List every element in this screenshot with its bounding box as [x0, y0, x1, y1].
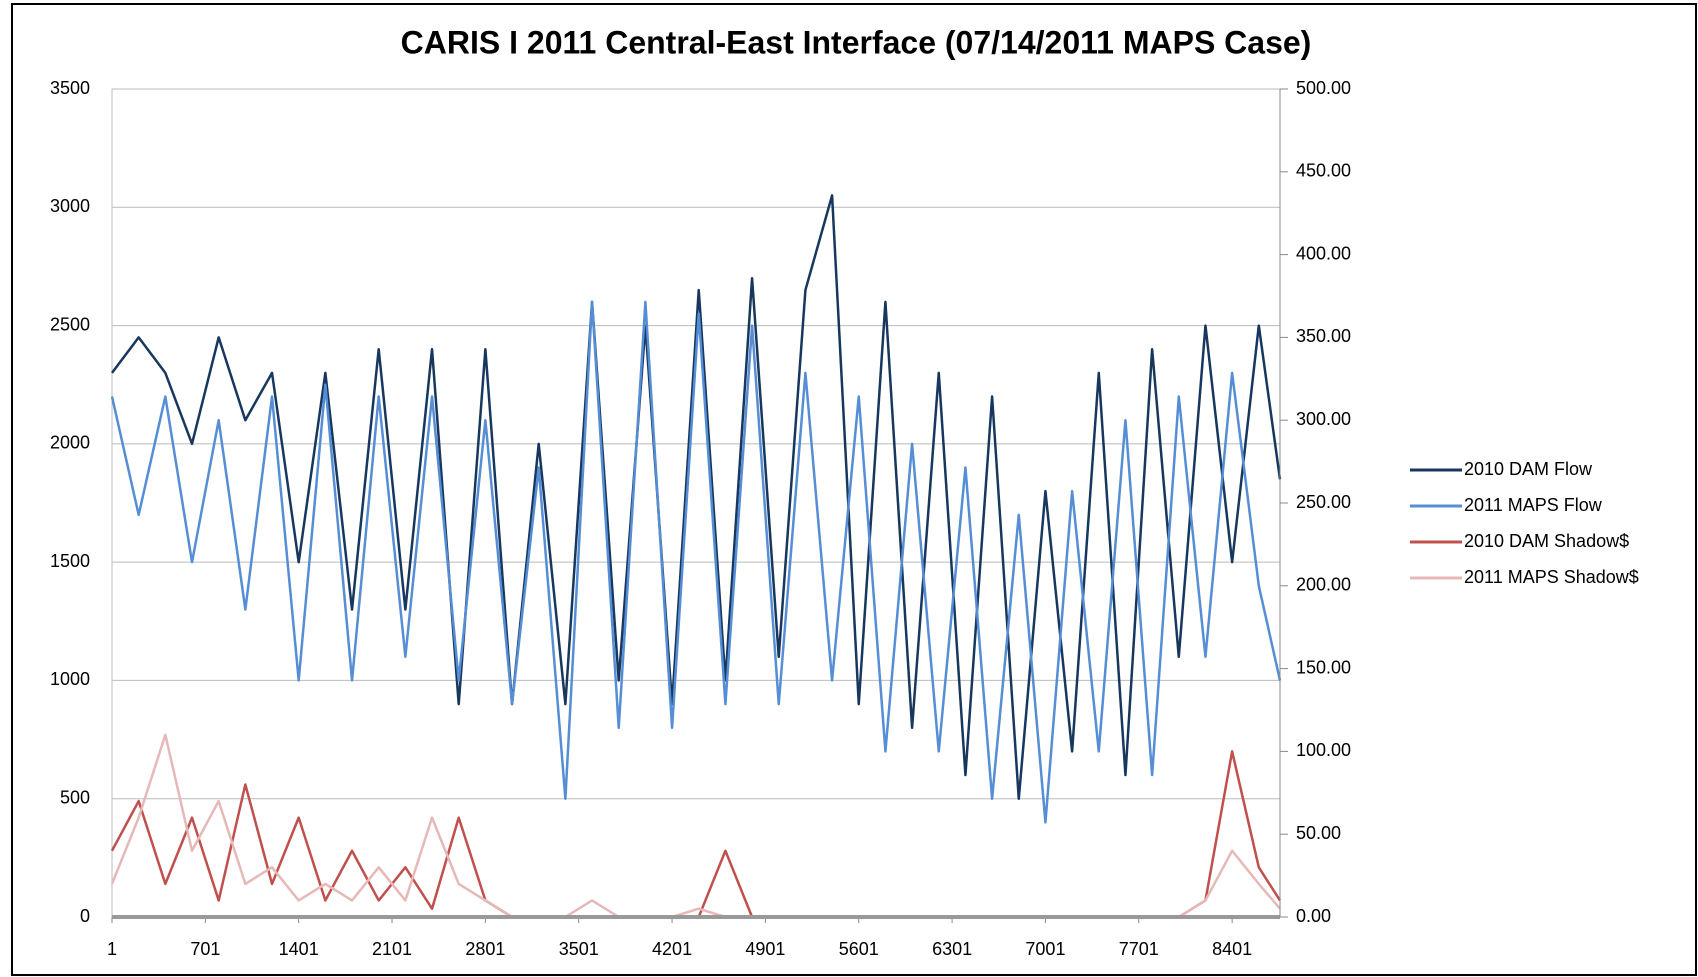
series-line [110, 300, 1282, 824]
x-tick-label: 6301 [932, 939, 972, 959]
y-tick-label: 3500 [50, 78, 90, 98]
y2-tick-label: 150.00 [1296, 657, 1351, 677]
x-tick-label: 1401 [279, 939, 319, 959]
y2-tick-label: 100.00 [1296, 740, 1351, 760]
y2-tick-label: 450.00 [1296, 161, 1351, 181]
x-tick-label: 5601 [839, 939, 879, 959]
y2-tick-label: 400.00 [1296, 243, 1351, 263]
x-tick-label: 701 [190, 939, 220, 959]
x-tick-label: 7001 [1025, 939, 1065, 959]
y2-tick-label: 250.00 [1296, 492, 1351, 512]
y2-tick-label: 350.00 [1296, 326, 1351, 346]
y-tick-label: 2000 [50, 433, 90, 453]
x-tick-label: 2101 [372, 939, 412, 959]
x-tick-label: 8401 [1212, 939, 1252, 959]
series-line [111, 194, 1282, 800]
x-tick-label: 1 [107, 939, 117, 959]
y-tick-label: 1500 [50, 551, 90, 571]
y-tick-label: 3000 [50, 196, 90, 216]
x-tick-label: 4201 [652, 939, 692, 959]
x-tick-label: 2801 [465, 939, 505, 959]
legend-label: 2010 DAM Flow [1464, 459, 1593, 479]
y-tick-label: 0 [80, 906, 90, 926]
x-tick-label: 7701 [1119, 939, 1159, 959]
y2-tick-label: 50.00 [1296, 823, 1341, 843]
y2-tick-label: 300.00 [1296, 409, 1351, 429]
y-tick-label: 1000 [50, 669, 90, 689]
y-tick-label: 2500 [50, 314, 90, 334]
chart-frame [11, 3, 1697, 976]
y-tick-label: 500 [60, 787, 90, 807]
legend-label: 2011 MAPS Shadow$ [1464, 567, 1639, 587]
x-tick-label: 3501 [559, 939, 599, 959]
x-tick-label: 4901 [745, 939, 785, 959]
legend-label: 2010 DAM Shadow$ [1464, 531, 1629, 551]
legend-label: 2011 MAPS Flow [1464, 495, 1603, 515]
y2-tick-label: 0.00 [1296, 906, 1331, 926]
y2-tick-label: 500.00 [1296, 78, 1351, 98]
chart-title: CARIS I 2011 Central-East Interface (07/… [401, 24, 1312, 60]
y2-tick-label: 200.00 [1296, 575, 1351, 595]
